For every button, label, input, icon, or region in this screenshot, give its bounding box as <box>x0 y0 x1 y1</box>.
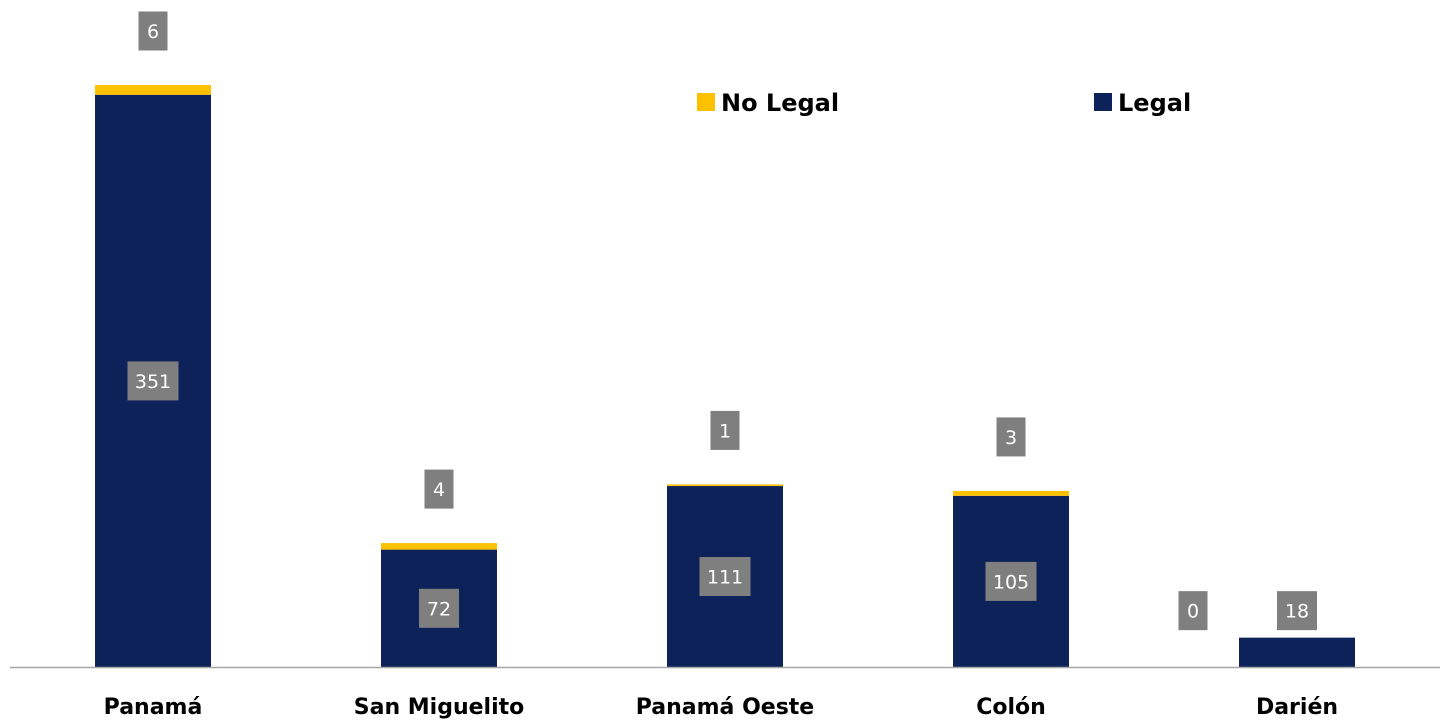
data-label-legal-0-box <box>127 361 179 401</box>
data-label-no-legal-2: 1 <box>710 410 740 450</box>
legend-swatch <box>1094 93 1112 111</box>
data-label-legal-4-box <box>1277 591 1317 631</box>
data-label-legal-4: 18 <box>1277 591 1317 631</box>
data-label-legal-3: 105 <box>985 561 1037 601</box>
data-label-no-legal-0: 6 <box>138 11 168 51</box>
data-label-legal-2: 111 <box>699 557 751 597</box>
data-label-legal-1-box <box>419 588 459 628</box>
data-label-no-legal-2-text: 1 <box>719 420 731 442</box>
legend-label: No Legal <box>721 89 839 117</box>
data-label-legal-3-text: 105 <box>993 571 1029 593</box>
legend-label: Legal <box>1118 89 1191 117</box>
data-label-no-legal-3-box <box>996 417 1026 457</box>
data-label-legal-2-text: 111 <box>707 567 743 589</box>
data-label-no-legal-2-box <box>710 410 740 450</box>
data-label-legal-0-text: 351 <box>135 371 171 393</box>
data-label-legal-1-text: 72 <box>427 598 451 620</box>
data-label-no-legal-1-text: 4 <box>433 479 445 501</box>
legend-swatch <box>697 93 715 111</box>
data-label-no-legal-4-box <box>1178 591 1208 631</box>
data-label-legal-3-box <box>985 561 1037 601</box>
bar-no-legal-1 <box>381 543 497 550</box>
data-label-legal-0: 351 <box>127 361 179 401</box>
data-label-no-legal-4-text: 0 <box>1187 601 1199 623</box>
data-label-no-legal-3: 3 <box>996 417 1026 457</box>
category-labels-layer: Panamá San Miguelito Panamá Oeste Colón Dari… <box>104 695 1338 720</box>
bar-no-legal-0 <box>95 85 211 95</box>
bars-layer <box>95 85 1355 668</box>
data-label-no-legal-0-box <box>138 11 168 51</box>
category-label-4: Darién <box>1256 695 1338 720</box>
data-label-no-legal-1: 4 <box>424 469 454 509</box>
legend-item-no-legal: No Legal <box>697 89 839 117</box>
category-label-3: Colón <box>976 695 1046 720</box>
legend-item-legal: Legal <box>1094 89 1191 117</box>
category-label-2: Panamá Oeste <box>636 695 814 720</box>
data-label-no-legal-3-text: 3 <box>1005 427 1017 449</box>
data-label-legal-2-box <box>699 557 751 597</box>
bar-no-legal-2 <box>667 484 783 487</box>
data-label-no-legal-4: 0 <box>1178 591 1208 631</box>
category-label-1: San Miguelito <box>354 695 525 720</box>
data-label-legal-1: 72 <box>419 588 459 628</box>
data-label-no-legal-0-text: 6 <box>147 21 159 43</box>
legend: No Legal Legal <box>697 89 1191 117</box>
data-label-legal-4-text: 18 <box>1285 601 1309 623</box>
category-label-0: Panamá <box>104 695 203 720</box>
data-label-no-legal-1-box <box>424 469 454 509</box>
bar-legal-4 <box>1239 637 1355 667</box>
bar-no-legal-3 <box>953 490 1069 496</box>
